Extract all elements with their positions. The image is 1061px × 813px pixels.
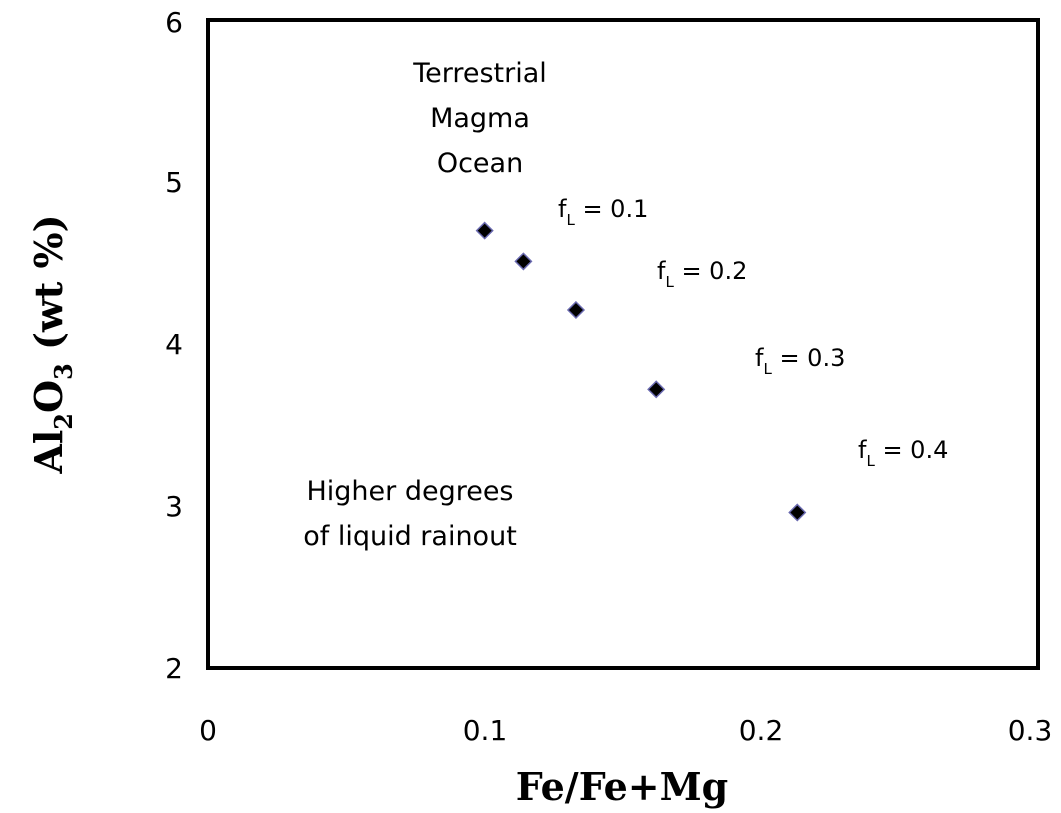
rainout-annotation: Higher degrees of liquid rainout — [303, 476, 517, 552]
fl-label-value: = 0.3 — [772, 344, 846, 372]
data-point — [647, 380, 666, 399]
annotation-line: Ocean — [437, 148, 523, 179]
y-tick-label: 5 — [165, 166, 183, 199]
fl-label-subscript: L — [566, 211, 575, 229]
fl-label-value: = 0.2 — [674, 257, 748, 285]
plot-area-frame — [206, 18, 1040, 670]
fl-label: fL = 0.4 — [858, 436, 948, 470]
y-tick-labels: 2 3 4 5 6 — [165, 6, 183, 685]
fl-label-f: f — [755, 344, 764, 372]
fl-label-f: f — [858, 436, 867, 464]
x-tick-label: 0.3 — [1008, 714, 1053, 747]
fl-label-f: f — [558, 195, 567, 223]
annotation-line: Magma — [430, 103, 530, 134]
y-tick-label: 3 — [165, 490, 183, 523]
data-point — [788, 503, 807, 522]
y-tick-label: 4 — [165, 328, 183, 361]
y-tick-label: 2 — [165, 652, 183, 685]
y-axis-title-subscript: 3 — [49, 363, 78, 380]
fl-label-f: f — [657, 257, 666, 285]
fl-label-subscript: L — [763, 360, 772, 378]
x-tick-labels: 0 0.1 0.2 0.3 — [199, 714, 1052, 747]
fl-label: fL = 0.2 — [657, 257, 747, 291]
x-tick-label: 0.1 — [463, 714, 508, 747]
fl-label-value: = 0.1 — [575, 195, 649, 223]
magma-ocean-annotation: Terrestrial Magma Ocean — [412, 58, 547, 179]
y-axis-title-subscript: 2 — [49, 413, 78, 430]
fl-label-value: = 0.4 — [875, 436, 949, 464]
y-axis-title-part: O — [26, 380, 71, 413]
fl-label-subscript: L — [866, 452, 875, 470]
x-tick-label: 0 — [199, 714, 217, 747]
data-points — [475, 221, 807, 522]
fl-label: fL = 0.3 — [755, 344, 845, 378]
fl-labels: fL = 0.1 fL = 0.2 fL = 0.3 fL = 0.4 — [558, 195, 948, 470]
annotation-line: Higher degrees — [306, 476, 513, 507]
data-point — [475, 221, 494, 240]
data-point — [566, 300, 586, 320]
data-point — [514, 252, 533, 271]
x-axis-title: Fe/Fe+Mg — [516, 764, 729, 809]
y-axis-title: Al2O3 (wt %) — [26, 214, 78, 474]
annotation-line: of liquid rainout — [303, 521, 517, 552]
fl-label: fL = 0.1 — [558, 195, 648, 229]
x-tick-label: 0.2 — [739, 714, 784, 747]
annotation-line: Terrestrial — [412, 58, 547, 89]
fl-label-subscript: L — [665, 273, 674, 291]
y-axis-title-part: (wt %) — [26, 214, 71, 363]
y-axis-title-part: Al — [26, 430, 71, 475]
y-tick-label: 6 — [165, 6, 183, 39]
